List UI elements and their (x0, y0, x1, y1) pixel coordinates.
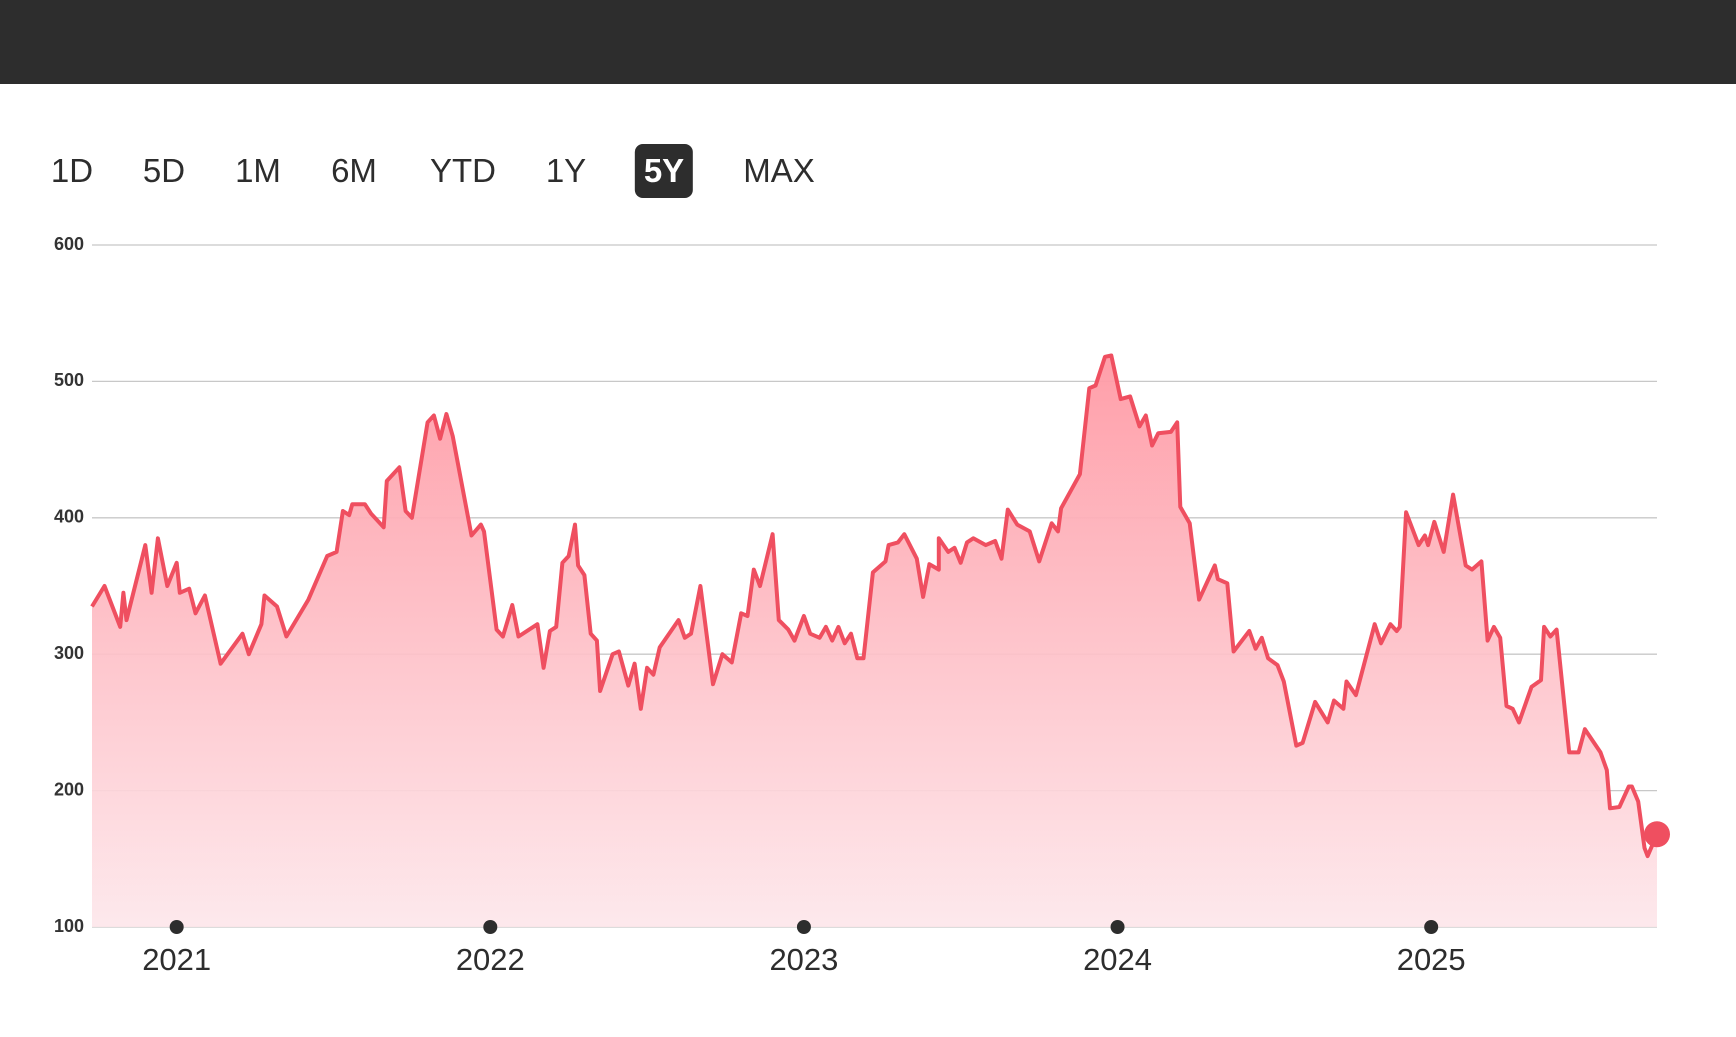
x-tick-dot (483, 920, 498, 934)
range-button[interactable]: 1Y (545, 152, 587, 189)
y-tick-label: 300 (54, 643, 84, 663)
range-button[interactable]: 5Y (634, 144, 694, 198)
range-button[interactable]: 6M (331, 152, 377, 189)
range-button[interactable]: 1D (50, 152, 94, 189)
x-tick-dot (169, 920, 184, 934)
x-tick-label: 2024 (1083, 942, 1152, 977)
y-tick-label: 600 (54, 234, 84, 254)
range-button[interactable]: 5D (142, 152, 186, 189)
range-button[interactable]: YTD (430, 152, 496, 189)
x-tick-dot (1424, 920, 1439, 934)
range-selector: 1D 5D 1M 6M YTD 1Y 5Y MAX (0, 144, 1736, 198)
x-tick-label: 2023 (769, 942, 838, 977)
x-tick-label: 2022 (456, 942, 525, 977)
x-tick-dot (1110, 920, 1125, 934)
range-button[interactable]: MAX (743, 152, 815, 189)
y-tick-label: 400 (54, 507, 84, 527)
x-tick-label: 2025 (1397, 942, 1466, 977)
y-tick-label: 100 (54, 916, 84, 936)
top-bar (0, 0, 1736, 84)
y-tick-label: 200 (54, 779, 84, 799)
last-point (1644, 821, 1670, 848)
y-tick-label: 500 (54, 370, 84, 390)
price-line (90, 353, 1659, 859)
x-tick-dot (796, 920, 811, 934)
range-button[interactable]: 1M (235, 152, 281, 189)
area-fill (92, 355, 1657, 927)
x-tick-label: 2021 (142, 942, 211, 977)
